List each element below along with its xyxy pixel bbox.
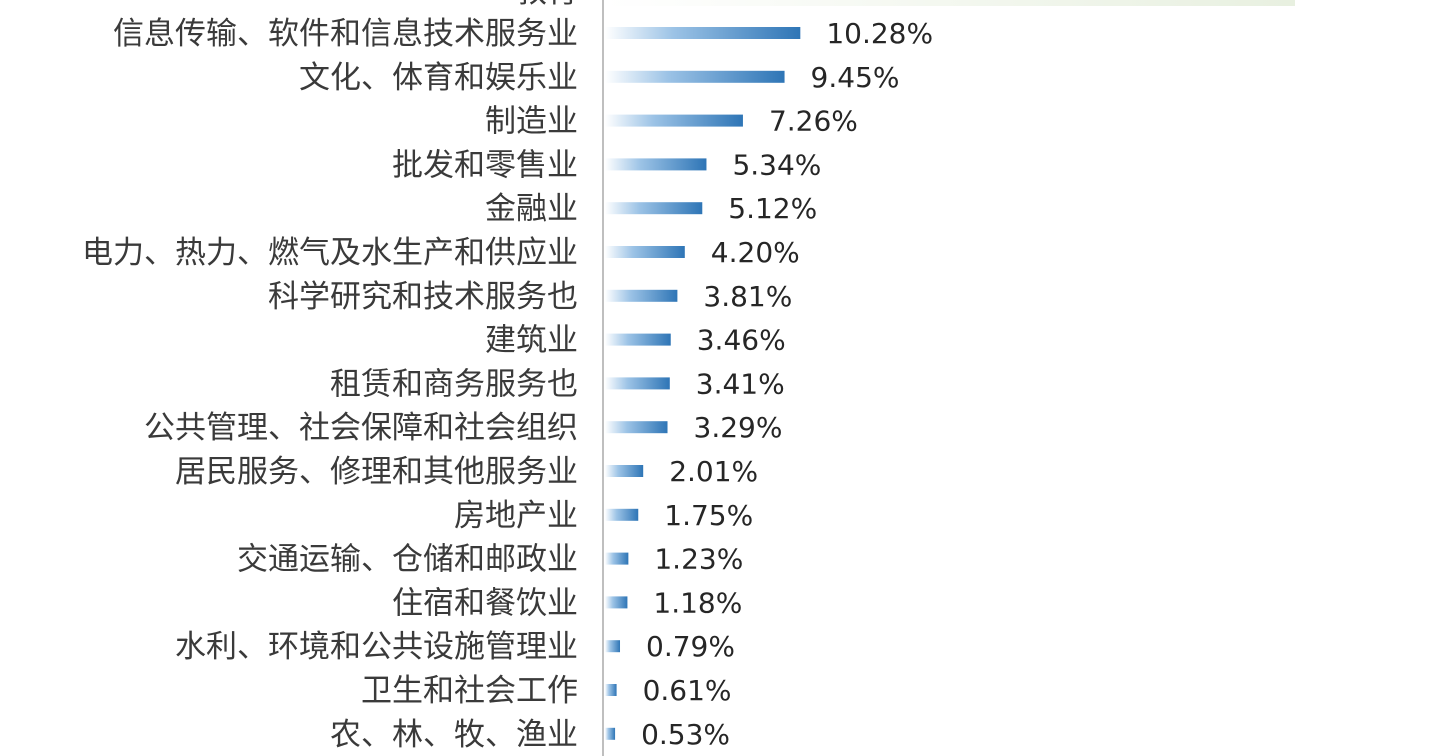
category-label-partial-top: 教育 <box>516 0 578 10</box>
category-label: 金融业 <box>485 191 578 227</box>
category-label: 房地产业 <box>454 498 578 534</box>
category-label: 信息传输、软件和信息技术服务业 <box>113 16 578 52</box>
data-label: 4.20% <box>711 236 800 269</box>
bar <box>605 70 785 83</box>
data-label: 3.81% <box>703 280 792 313</box>
bar <box>605 421 668 434</box>
category-label: 制造业 <box>485 104 578 140</box>
category-label: 公共管理、社会保障和社会组织 <box>144 410 578 446</box>
category-label: 水利、环境和公共设施管理业 <box>175 629 578 665</box>
category-label: 批发和零售业 <box>392 147 578 183</box>
value-labels-group: 10.28% 9.45% 7.26% 5.34% 5.12% 4.20% 3.81% 3.46… <box>641 17 933 751</box>
data-label: 0.79% <box>646 630 735 663</box>
data-label: 1.23% <box>654 543 743 576</box>
category-label: 住宿和餐饮业 <box>392 585 578 621</box>
bar <box>605 289 678 302</box>
bar <box>605 333 671 346</box>
category-label: 科学研究和技术服务也 <box>268 279 578 315</box>
category-label: 文化、体育和娱乐业 <box>299 60 578 96</box>
bars-group <box>605 27 801 740</box>
data-label: 1.75% <box>664 499 753 532</box>
category-label: 交通运输、仓储和邮政业 <box>237 542 578 578</box>
data-label: 7.26% <box>769 105 858 138</box>
bar <box>605 377 670 390</box>
category-label: 居民服务、修理和其他服务业 <box>175 454 578 490</box>
bar <box>605 552 629 565</box>
category-label: 租赁和商务服务也 <box>330 366 578 402</box>
bar <box>605 246 685 258</box>
data-label: 0.53% <box>641 718 730 751</box>
bar <box>605 202 703 215</box>
data-label: 3.29% <box>694 411 783 444</box>
data-label: 2.01% <box>669 455 758 488</box>
bar-partial-top <box>605 0 1295 6</box>
category-labels-group: 信息传输、软件和信息技术服务业文化、体育和娱乐业制造业批发和零售业金融业电力、热… <box>82 16 578 753</box>
partial-top-row: 教育 <box>516 0 1295 10</box>
data-label: 3.46% <box>697 324 786 357</box>
data-label: 1.18% <box>653 586 742 619</box>
data-label: 5.12% <box>728 192 817 225</box>
data-label: 5.34% <box>732 148 821 181</box>
bar <box>605 727 616 740</box>
bar <box>605 465 644 477</box>
bar <box>605 27 801 39</box>
category-label: 农、林、牧、渔业 <box>330 717 578 753</box>
category-label: 电力、热力、燃气及水生产和供应业 <box>82 235 578 271</box>
data-label: 3.41% <box>696 367 785 400</box>
data-label: 9.45% <box>811 61 900 94</box>
bar <box>605 684 617 696</box>
bar <box>605 640 621 653</box>
bar <box>605 596 628 609</box>
category-label: 建筑业 <box>485 323 578 359</box>
bar <box>605 114 743 127</box>
bar <box>605 508 639 521</box>
category-label: 卫生和社会工作 <box>361 673 578 709</box>
data-label: 10.28% <box>826 17 933 50</box>
data-label: 0.61% <box>643 674 732 707</box>
bar <box>605 158 707 171</box>
